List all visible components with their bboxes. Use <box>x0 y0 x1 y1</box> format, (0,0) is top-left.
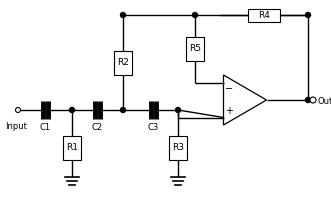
Text: R3: R3 <box>172 143 184 152</box>
Bar <box>63 136 81 160</box>
Bar <box>186 37 204 61</box>
Text: −: − <box>225 84 234 94</box>
Text: Input: Input <box>5 122 27 131</box>
Circle shape <box>120 108 125 112</box>
Bar <box>169 136 187 160</box>
Circle shape <box>310 97 316 103</box>
Text: C2: C2 <box>91 123 103 132</box>
Text: R2: R2 <box>117 58 129 67</box>
Text: R4: R4 <box>258 10 270 20</box>
Circle shape <box>193 12 198 18</box>
Text: C3: C3 <box>147 123 159 132</box>
Circle shape <box>120 12 125 18</box>
Circle shape <box>175 108 180 112</box>
Text: R1: R1 <box>66 143 78 152</box>
Bar <box>114 50 132 74</box>
Text: C1: C1 <box>39 123 51 132</box>
Circle shape <box>70 108 74 112</box>
Bar <box>248 8 280 21</box>
Circle shape <box>16 108 21 112</box>
Text: Output: Output <box>318 97 331 106</box>
Text: +: + <box>225 106 233 116</box>
Text: R5: R5 <box>189 44 201 53</box>
Circle shape <box>306 98 310 102</box>
Circle shape <box>306 12 310 18</box>
